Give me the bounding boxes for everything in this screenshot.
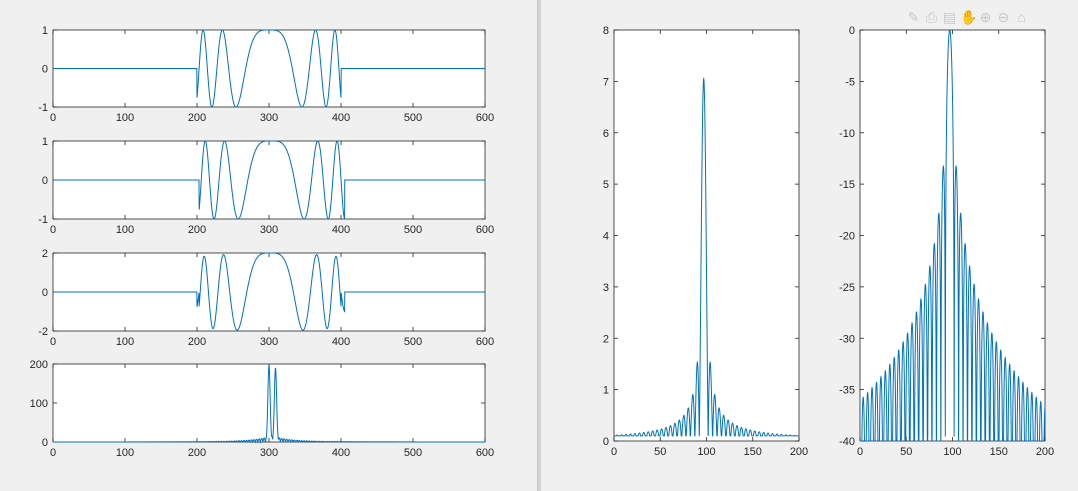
x-tick-label: 150: [744, 446, 762, 458]
y-tick-label: -30: [839, 333, 855, 345]
x-tick-label: 600: [476, 447, 494, 459]
y-tick-label: -1: [38, 214, 48, 226]
y-tick-label: 1: [42, 25, 48, 37]
x-tick-label: 0: [857, 446, 863, 458]
x-tick-label: 200: [188, 112, 206, 124]
chart-2[interactable]: 0 100 200 300 400 500 600-101: [38, 136, 494, 236]
axes-toolbar: ✎ ⎙ ▤ ✋ ⊕ ⊖ ⌂: [906, 8, 1029, 28]
x-tick-label: 500: [404, 224, 422, 236]
x-tick-label: 0: [50, 447, 56, 459]
y-tick-label: 3: [603, 282, 609, 294]
data-tips-icon[interactable]: ▤: [942, 9, 957, 25]
series-line: [53, 252, 485, 331]
y-tick-label: 100: [30, 398, 48, 410]
x-tick-label: 150: [990, 446, 1008, 458]
chart-3[interactable]: 0 100 200 300 400 500 600-202: [38, 248, 494, 348]
x-tick-label: 200: [188, 336, 206, 348]
y-tick-label: 1: [603, 385, 609, 397]
x-tick-label: 300: [260, 336, 278, 348]
pan-icon[interactable]: ✋: [960, 9, 978, 25]
y-tick-label: 0: [603, 436, 609, 448]
x-tick-label: 500: [404, 447, 422, 459]
x-tick-label: 0: [50, 336, 56, 348]
x-tick-label: 600: [476, 112, 494, 124]
x-tick-label: 200: [1036, 446, 1054, 458]
x-tick-label: 0: [611, 446, 617, 458]
y-tick-label: -5: [845, 76, 855, 88]
series-line: [614, 77, 800, 437]
series-line: [53, 140, 485, 220]
y-tick-label: 0: [42, 287, 48, 299]
x-tick-label: 300: [260, 447, 278, 459]
x-tick-label: 100: [116, 336, 134, 348]
x-tick-label: 500: [404, 112, 422, 124]
y-tick-label: 1: [42, 136, 48, 148]
x-tick-label: 100: [116, 224, 134, 236]
x-tick-label: 400: [332, 336, 350, 348]
y-tick-label: -25: [839, 282, 855, 294]
x-tick-label: 200: [188, 224, 206, 236]
window-divider[interactable]: [537, 0, 541, 491]
y-tick-label: -40: [839, 436, 855, 448]
x-tick-label: 200: [188, 447, 206, 459]
series-line: [860, 29, 1046, 442]
series-line: [53, 29, 485, 108]
x-tick-label: 50: [900, 446, 912, 458]
x-tick-label: 50: [654, 446, 666, 458]
chart-6[interactable]: 0 50 100 150 200 -40 -35 -30 -25 -20 -15 -10 -5 0: [839, 25, 1054, 458]
chart-4[interactable]: 0 100 200 300 400 500 600 0 100 200: [30, 359, 495, 459]
series-line: [53, 365, 485, 444]
brush-icon[interactable]: ✎: [907, 9, 920, 25]
x-tick-label: 200: [790, 446, 808, 458]
zoom-in-icon[interactable]: ⊕: [979, 9, 992, 25]
x-tick-label: 300: [260, 112, 278, 124]
x-tick-label: 600: [476, 336, 494, 348]
x-tick-label: 0: [50, 112, 56, 124]
x-tick-label: 400: [332, 447, 350, 459]
x-tick-label: 0: [50, 224, 56, 236]
print-icon[interactable]: ⎙: [925, 9, 938, 25]
y-tick-label: -1: [38, 102, 48, 114]
y-tick-label: -35: [839, 385, 855, 397]
chart-5[interactable]: 0 50 100 150 200 0 1 2 3 4 5 6 7 8: [603, 25, 808, 458]
x-tick-label: 600: [476, 224, 494, 236]
y-tick-label: 5: [603, 179, 609, 191]
zoom-out-icon[interactable]: ⊖: [997, 9, 1010, 25]
x-tick-label: 400: [332, 224, 350, 236]
x-tick-label: 400: [332, 112, 350, 124]
x-tick-label: 100: [697, 446, 715, 458]
y-tick-label: -2: [38, 326, 48, 338]
y-tick-label: 8: [603, 25, 609, 37]
y-tick-label: 0: [42, 64, 48, 76]
y-tick-label: 4: [603, 231, 609, 243]
y-tick-label: 0: [42, 437, 48, 449]
x-tick-label: 100: [943, 446, 961, 458]
chart-1[interactable]: 0 100 200 300 400 500 600-101: [38, 25, 494, 124]
y-tick-label: 0: [849, 25, 855, 37]
y-tick-label: -15: [839, 179, 855, 191]
home-icon[interactable]: ⌂: [1017, 9, 1026, 25]
y-tick-label: 2: [42, 248, 48, 260]
y-tick-label: -10: [839, 128, 855, 140]
x-tick-label: 100: [116, 112, 134, 124]
x-tick-label: 300: [260, 224, 278, 236]
axes-box: [52, 363, 486, 443]
y-tick-label: -20: [839, 231, 855, 243]
y-tick-label: 6: [603, 128, 609, 140]
y-tick-label: 0: [42, 175, 48, 187]
y-tick-label: 7: [603, 76, 609, 88]
y-tick-label: 200: [30, 359, 48, 371]
x-tick-label: 100: [116, 447, 134, 459]
y-tick-label: 2: [603, 333, 609, 345]
x-tick-label: 500: [404, 336, 422, 348]
